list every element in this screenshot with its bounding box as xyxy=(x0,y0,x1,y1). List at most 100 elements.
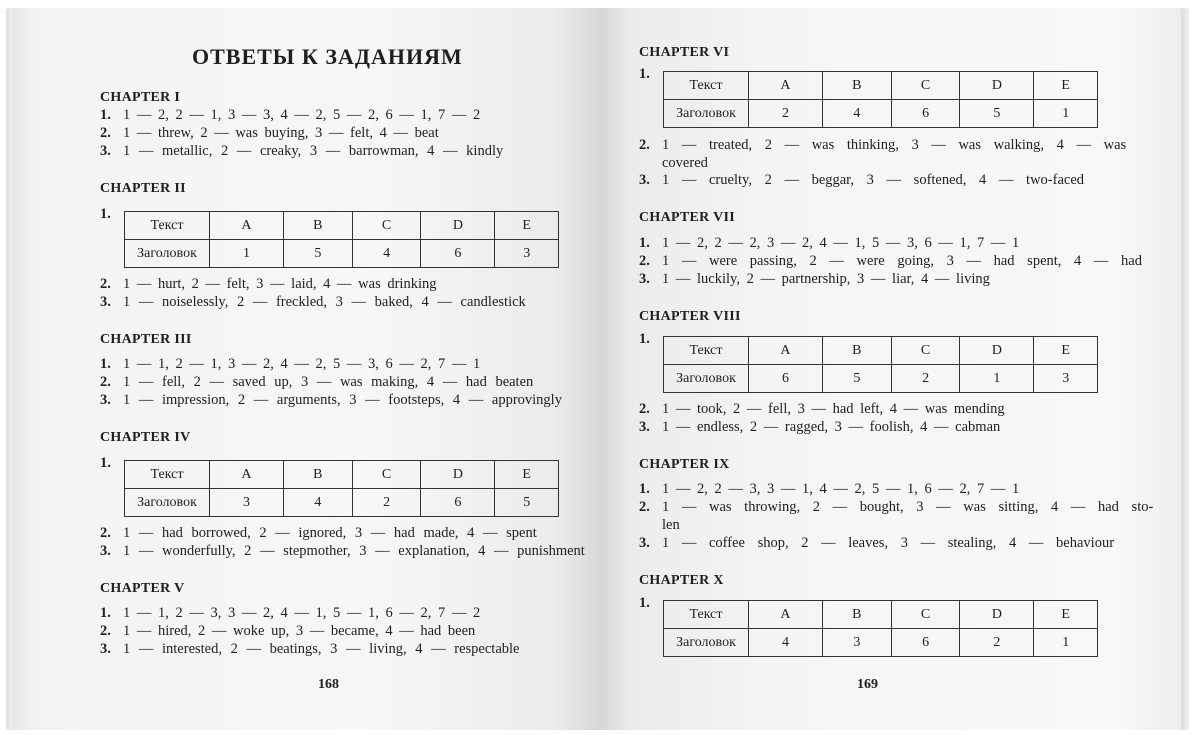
answer-text: 1 — coffee shop, 2 — leaves, 3 — stealin… xyxy=(662,535,1115,551)
answer-text: 1 — 2, 2 — 2, 3 — 2, 4 — 1, 5 — 3, 6 — 1… xyxy=(662,235,1020,251)
answer-text: 1 — noiselessly, 2 — freckled, 3 — baked… xyxy=(123,294,526,310)
item-number: 3. xyxy=(639,172,650,188)
table-cell: 2 xyxy=(890,364,961,393)
answer-text: 1 — metallic, 2 — creaky, 3 — barrowman,… xyxy=(123,143,504,159)
answer-table: Текст A B C D E Заголовок 3 4 2 6 5 xyxy=(124,460,559,517)
page-number: 168 xyxy=(318,677,339,692)
answer-item: 1. xyxy=(639,330,662,348)
answer-item: 2. 1 — was throwing, 2 — bought, 3 — was … xyxy=(639,498,1153,516)
table-cell: A xyxy=(748,336,823,365)
item-number: 2. xyxy=(100,623,111,639)
table-cell: C xyxy=(890,71,961,100)
page-title: ОТВЕТЫ К ЗАДАНИЯМ xyxy=(192,44,463,69)
table-cell: A xyxy=(748,71,823,100)
answer-text: 1 — 1, 2 — 3, 3 — 2, 4 — 1, 5 — 1, 6 — 2… xyxy=(123,605,481,621)
table-cell: E xyxy=(494,211,559,240)
answer-item: 1. 1 — 1, 2 — 1, 3 — 2, 4 — 2, 5 — 3, 6 —… xyxy=(100,355,560,373)
table-header-row: Текст A B C D E xyxy=(124,460,559,489)
table-header-row: Текст A B C D E xyxy=(124,211,559,240)
table-header-row: Текст A B C D E xyxy=(663,600,1098,629)
table-row: Заголовок 4 3 6 2 1 xyxy=(663,628,1098,657)
item-number: 1. xyxy=(100,107,111,123)
table-header-row: Текст A B C D E xyxy=(663,71,1098,100)
item-number: 3. xyxy=(639,535,650,551)
table-cell: 4 xyxy=(351,239,422,268)
item-number: 3. xyxy=(100,641,111,657)
answer-item: 3. 1 — wonderfully, 2 — stepmother, 3 — e… xyxy=(100,542,585,560)
answer-text: 1 — wonderfully, 2 — stepmother, 3 — exp… xyxy=(123,543,585,559)
answer-item: 1. 1 — 2, 2 — 3, 3 — 1, 4 — 2, 5 — 1, 6 —… xyxy=(639,480,1099,498)
table-cell: Заголовок xyxy=(124,488,210,517)
table-cell: D xyxy=(420,211,496,240)
table-cell: D xyxy=(959,71,1035,100)
answer-item: 3. 1 — interested, 2 — beatings, 3 — livi… xyxy=(100,640,560,658)
table-cell: 6 xyxy=(748,364,823,393)
answer-item: 1. xyxy=(100,454,123,472)
item-number: 2. xyxy=(100,276,111,292)
answer-table: Текст A B C D E Заголовок 6 5 2 1 3 xyxy=(663,336,1098,393)
table-cell: C xyxy=(890,336,961,365)
answer-item: 3. 1 — coffee shop, 2 — leaves, 3 — steal… xyxy=(639,534,1114,552)
answer-item: 2. 1 — hired, 2 — woke up, 3 — became, 4 … xyxy=(100,622,560,640)
chapter-heading: CHAPTER I xyxy=(100,90,181,105)
table-cell: Текст xyxy=(663,336,749,365)
table-cell: 3 xyxy=(821,628,892,657)
table-cell: 1 xyxy=(1033,628,1098,657)
answer-table: Текст A B C D E Заголовок 1 5 4 6 3 xyxy=(124,211,559,268)
answer-item: 1. xyxy=(100,205,123,223)
table-cell: C xyxy=(890,600,961,629)
table-cell: E xyxy=(1033,71,1098,100)
table-header-row: Текст A B C D E xyxy=(663,336,1098,365)
answer-item: 3. 1 — luckily, 2 — partnership, 3 — liar… xyxy=(639,270,1099,288)
answer-item: 3. 1 — impression, 2 — arguments, 3 — foo… xyxy=(100,391,562,409)
answer-text: 1 — were passing, 2 — were going, 3 — ha… xyxy=(662,253,1142,269)
table-cell: 3 xyxy=(494,239,559,268)
table-cell: 5 xyxy=(282,239,353,268)
table-cell: 5 xyxy=(494,488,559,517)
item-number: 1. xyxy=(100,455,111,471)
answer-text: 1 — hurt, 2 — felt, 3 — laid, 4 — was dr… xyxy=(123,276,437,292)
table-row: Заголовок 1 5 4 6 3 xyxy=(124,239,559,268)
table-cell: 5 xyxy=(821,364,892,393)
table-row: Заголовок 6 5 2 1 3 xyxy=(663,364,1098,393)
item-number: 3. xyxy=(100,543,111,559)
chapter-heading: CHAPTER IX xyxy=(639,457,730,472)
answer-text: 1 — treated, 2 — was thinking, 3 — was w… xyxy=(662,137,1127,153)
chapter-heading: CHAPTER VII xyxy=(639,210,736,225)
item-number: 2. xyxy=(100,125,111,141)
table-cell: E xyxy=(1033,600,1098,629)
item-number: 2. xyxy=(639,499,650,515)
answer-item: 3. 1 — cruelty, 2 — beggar, 3 — softened,… xyxy=(639,171,1099,189)
answer-text: 1 — luckily, 2 — partnership, 3 — liar, … xyxy=(662,271,990,287)
table-cell: 5 xyxy=(959,99,1035,128)
answer-item: 2. 1 — hurt, 2 — felt, 3 — laid, 4 — was … xyxy=(100,275,560,293)
table-cell: C xyxy=(351,460,422,489)
answer-item: 2. 1 — were passing, 2 — were going, 3 — … xyxy=(639,252,1142,270)
item-number: 3. xyxy=(639,419,650,435)
table-cell: 6 xyxy=(420,488,496,517)
answer-item: 1. xyxy=(639,65,662,83)
answer-item: 2. 1 — treated, 2 — was thinking, 3 — was… xyxy=(639,136,1126,154)
answer-text: 1 — endless, 2 — ragged, 3 — foolish, 4 … xyxy=(662,419,1001,435)
item-number: 2. xyxy=(639,137,650,153)
answer-text: 1 — 1, 2 — 1, 3 — 2, 4 — 2, 5 — 3, 6 — 2… xyxy=(123,356,481,372)
chapter-heading: CHAPTER VIII xyxy=(639,309,741,324)
answer-text: 1 — had borrowed, 2 — ignored, 3 — had m… xyxy=(123,525,537,541)
table-cell: Текст xyxy=(663,71,749,100)
item-number: 2. xyxy=(639,253,650,269)
table-cell: Текст xyxy=(124,211,210,240)
answer-item: 3. 1 — endless, 2 — ragged, 3 — foolish, … xyxy=(639,418,1099,436)
answer-table: Текст A B C D E Заголовок 2 4 6 5 1 xyxy=(663,71,1098,128)
table-cell: 2 xyxy=(351,488,422,517)
table-cell: B xyxy=(282,211,353,240)
chapter-heading: CHAPTER V xyxy=(100,581,185,596)
item-number: 3. xyxy=(100,143,111,159)
item-number: 3. xyxy=(639,271,650,287)
chapter-heading: CHAPTER IV xyxy=(100,430,191,445)
table-cell: 6 xyxy=(420,239,496,268)
answer-item: 2. 1 — threw, 2 — was buying, 3 — felt, 4… xyxy=(100,124,560,142)
item-number: 2. xyxy=(100,525,111,541)
table-cell: B xyxy=(821,71,892,100)
answer-item: 2. 1 — had borrowed, 2 — ignored, 3 — had… xyxy=(100,524,560,542)
table-cell: A xyxy=(209,460,284,489)
